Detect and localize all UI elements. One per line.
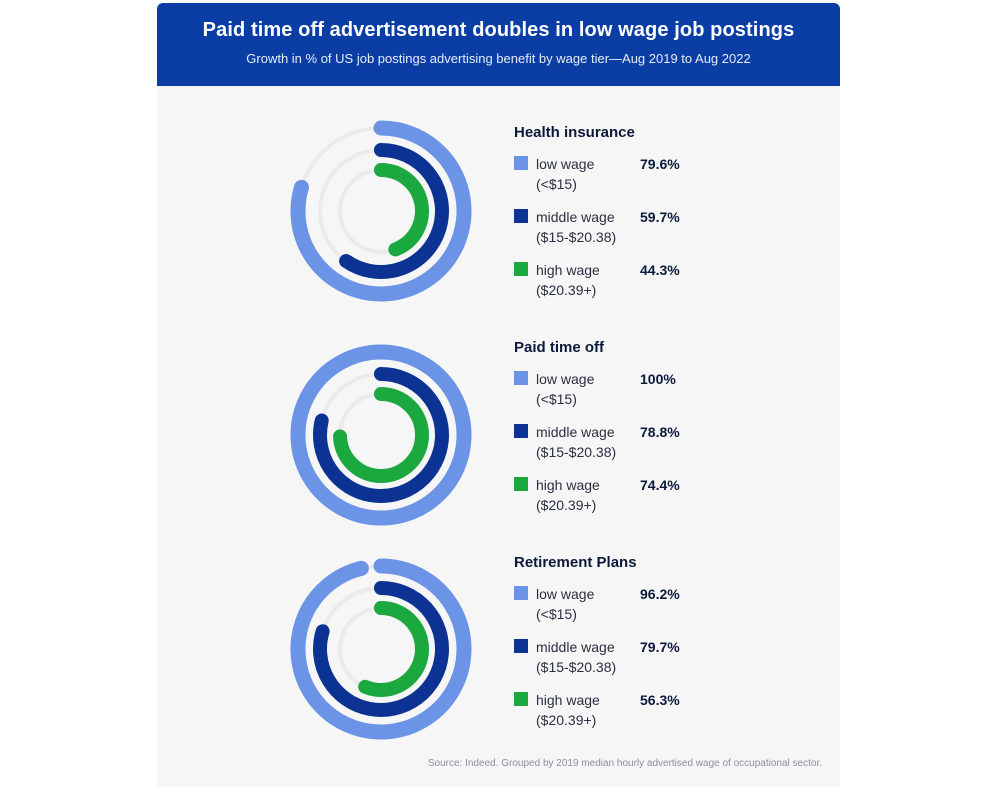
ring-arc-middle-wage <box>313 367 449 503</box>
legend-swatch-high <box>514 262 528 276</box>
ring-arc-low-wage <box>290 344 472 526</box>
ring-arc-low-wage <box>290 120 472 302</box>
legend-swatch-high <box>514 692 528 706</box>
legend-item-high-wage: high wage ($20.39+) 74.4% <box>514 475 714 515</box>
legend-label: low wage (<$15) <box>536 154 594 194</box>
ring-arc-middle-wage <box>339 143 449 279</box>
legend-label-name: high wage <box>536 477 600 493</box>
legend-label-range: ($15-$20.38) <box>536 229 617 245</box>
legend-label-range: (<$15) <box>536 606 577 622</box>
legend-label-name: low wage <box>536 371 595 387</box>
legend-label-range: ($20.39+) <box>536 712 597 728</box>
legend-label-name: low wage <box>536 156 595 172</box>
legend-value: 59.7% <box>640 209 680 225</box>
ring-arc-middle-wage <box>313 581 449 717</box>
legend-label: middle wage ($15-$20.38) <box>536 637 616 677</box>
legend-value: 100% <box>640 371 676 387</box>
legend-label-range: ($20.39+) <box>536 497 597 513</box>
chart-subtitle: Growth in % of US job postings advertisi… <box>246 51 751 66</box>
legend-item-high-wage: high wage ($20.39+) 44.3% <box>514 260 714 300</box>
ring-arc-high-wage <box>333 387 429 483</box>
legend-value: 56.3% <box>640 692 680 708</box>
legend-label-name: middle wage <box>536 424 615 440</box>
legend-value: 44.3% <box>640 262 680 278</box>
header-banner: Paid time off advertisement doubles in l… <box>157 3 840 86</box>
legend-label: low wage (<$15) <box>536 369 594 409</box>
legend-swatch-low <box>514 156 528 170</box>
legend-swatch-high <box>514 477 528 491</box>
ring-arc-low-wage <box>290 558 472 740</box>
legend-swatch-low <box>514 586 528 600</box>
legend-item-middle-wage: middle wage ($15-$20.38) 78.8% <box>514 422 714 462</box>
panel-title: Paid time off <box>514 339 605 356</box>
legend-label-name: high wage <box>536 692 600 708</box>
radial-chart-health-insurance <box>290 120 472 302</box>
legend-label: middle wage ($15-$20.38) <box>536 422 616 462</box>
legend-item-middle-wage: middle wage ($15-$20.38) 79.7% <box>514 637 714 677</box>
legend-label-name: middle wage <box>536 639 615 655</box>
legend-item-low-wage: low wage (<$15) 96.2% <box>514 584 714 624</box>
legend-label-range: ($20.39+) <box>536 282 597 298</box>
ring-arc-high-wage <box>374 163 429 257</box>
legend-item-low-wage: low wage (<$15) 100% <box>514 369 714 409</box>
legend-item-high-wage: high wage ($20.39+) 56.3% <box>514 690 714 730</box>
radial-chart-retirement-plans <box>290 558 472 740</box>
legend-value: 96.2% <box>640 586 680 602</box>
legend-label: high wage ($20.39+) <box>536 475 600 515</box>
legend-label: high wage ($20.39+) <box>536 690 600 730</box>
legend-label-name: middle wage <box>536 209 615 225</box>
legend-item-low-wage: low wage (<$15) 79.6% <box>514 154 714 194</box>
ring-arc-high-wage <box>358 601 429 697</box>
legend-label-name: low wage <box>536 586 595 602</box>
source-note: Source: Indeed. Grouped by 2019 median h… <box>427 758 822 769</box>
legend-label-range: ($15-$20.38) <box>536 659 617 675</box>
legend-swatch-middle <box>514 639 528 653</box>
panel-title: Health insurance <box>514 124 635 141</box>
legend-value: 78.8% <box>640 424 680 440</box>
radial-chart-paid-time-off <box>290 344 472 526</box>
legend-swatch-middle <box>514 209 528 223</box>
legend-value: 79.7% <box>640 639 680 655</box>
legend-swatch-middle <box>514 424 528 438</box>
legend-label: low wage (<$15) <box>536 584 594 624</box>
legend-label: middle wage ($15-$20.38) <box>536 207 616 247</box>
chart-title: Paid time off advertisement doubles in l… <box>202 19 795 41</box>
panel-title: Retirement Plans <box>514 554 637 571</box>
legend-label-range: (<$15) <box>536 391 577 407</box>
legend-label-name: high wage <box>536 262 600 278</box>
legend-swatch-low <box>514 371 528 385</box>
legend-label: high wage ($20.39+) <box>536 260 600 300</box>
legend-item-middle-wage: middle wage ($15-$20.38) 59.7% <box>514 207 714 247</box>
legend-label-range: (<$15) <box>536 176 577 192</box>
legend-label-range: ($15-$20.38) <box>536 444 617 460</box>
legend-value: 79.6% <box>640 156 680 172</box>
infographic-card: Paid time off advertisement doubles in l… <box>157 3 840 787</box>
legend-value: 74.4% <box>640 477 680 493</box>
